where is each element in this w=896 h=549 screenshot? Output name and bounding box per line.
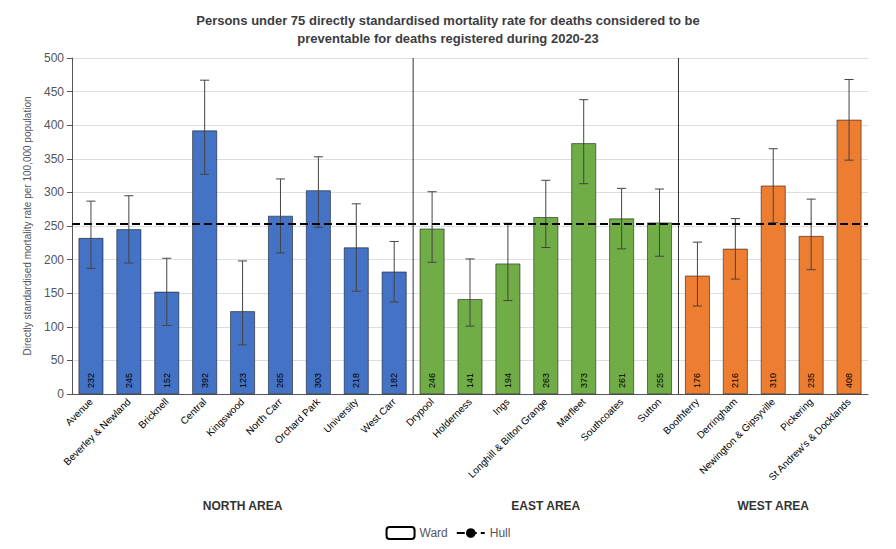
svg-text:194: 194 (503, 373, 513, 388)
svg-text:303: 303 (313, 373, 323, 388)
svg-text:West Carr: West Carr (359, 396, 399, 436)
svg-text:Pickering: Pickering (778, 396, 815, 433)
svg-text:0: 0 (57, 387, 64, 401)
svg-text:176: 176 (692, 373, 702, 388)
svg-text:450: 450 (44, 85, 64, 99)
svg-text:350: 350 (44, 152, 64, 166)
svg-text:Directly standardised mortalit: Directly standardised mortality rate per… (22, 96, 33, 355)
svg-text:preventable for deaths registe: preventable for deaths registered during… (297, 31, 598, 46)
svg-text:Orchard Park: Orchard Park (273, 396, 323, 446)
svg-text:232: 232 (86, 373, 96, 388)
svg-text:University: University (321, 396, 360, 435)
svg-text:North Carr: North Carr (243, 396, 285, 437)
svg-text:Derringham: Derringham (694, 396, 740, 441)
svg-text:141: 141 (465, 373, 475, 388)
svg-text:265: 265 (275, 373, 285, 388)
svg-text:WEST AREA: WEST AREA (737, 499, 809, 513)
svg-text:Southcoates: Southcoates (578, 396, 625, 443)
svg-text:Kingswood: Kingswood (204, 396, 246, 438)
svg-text:Ings: Ings (491, 396, 512, 417)
svg-text:152: 152 (162, 373, 172, 388)
svg-text:261: 261 (617, 373, 627, 388)
svg-text:Holderness: Holderness (430, 396, 473, 439)
svg-text:Ward: Ward (420, 526, 448, 540)
svg-text:EAST AREA: EAST AREA (511, 499, 580, 513)
svg-text:150: 150 (44, 286, 64, 300)
svg-text:50: 50 (51, 353, 65, 367)
svg-text:250: 250 (44, 219, 64, 233)
svg-text:Sutton: Sutton (635, 396, 663, 424)
svg-text:500: 500 (44, 51, 64, 65)
svg-text:216: 216 (730, 373, 740, 388)
svg-text:408: 408 (844, 373, 854, 388)
svg-text:263: 263 (541, 373, 551, 388)
svg-text:NORTH AREA: NORTH AREA (203, 499, 283, 513)
svg-text:Beverley & Newland: Beverley & Newland (61, 396, 132, 467)
svg-text:182: 182 (389, 373, 399, 388)
svg-text:Boothferry: Boothferry (661, 396, 701, 436)
svg-text:Longhill & Bilton Grange: Longhill & Bilton Grange (466, 396, 550, 480)
svg-text:255: 255 (655, 373, 665, 388)
svg-text:300: 300 (44, 185, 64, 199)
svg-text:Persons under 75 directly stan: Persons under 75 directly standardised m… (196, 13, 700, 28)
svg-text:235: 235 (806, 373, 816, 388)
svg-text:Bricknell: Bricknell (136, 396, 170, 430)
svg-text:Avenue: Avenue (63, 396, 95, 428)
svg-text:Hull: Hull (490, 526, 511, 540)
svg-text:245: 245 (124, 373, 134, 388)
svg-text:St Andrew's & Docklands: St Andrew's & Docklands (767, 396, 853, 482)
svg-text:Newington & Gipsyville: Newington & Gipsyville (697, 396, 777, 476)
svg-text:373: 373 (579, 373, 589, 388)
svg-text:310: 310 (768, 373, 778, 388)
svg-text:Central: Central (178, 396, 209, 427)
svg-text:Marfleet: Marfleet (554, 396, 587, 429)
svg-text:246: 246 (427, 373, 437, 388)
svg-text:123: 123 (238, 373, 248, 388)
svg-text:100: 100 (44, 320, 64, 334)
svg-text:392: 392 (200, 373, 210, 388)
svg-text:Drypool: Drypool (404, 396, 436, 428)
svg-text:200: 200 (44, 253, 64, 267)
svg-text:218: 218 (351, 373, 361, 388)
svg-text:400: 400 (44, 118, 64, 132)
